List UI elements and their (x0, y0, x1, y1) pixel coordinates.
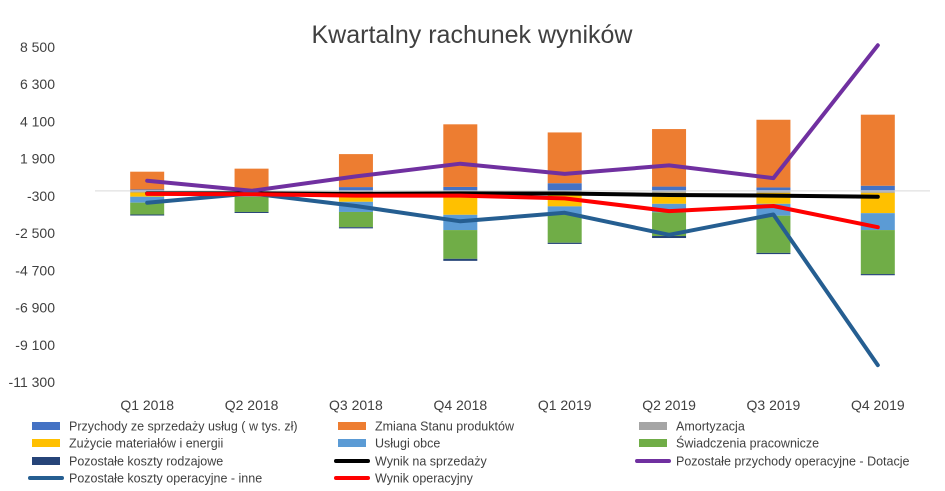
legend-swatch (639, 422, 667, 430)
y-tick-label: 8 500 (20, 39, 55, 55)
bar-pozostale-koszty-rodzajowe-q2-2019 (652, 235, 687, 239)
legend-label: Pozostałe przychody operacyjne - Dotacje (676, 455, 910, 469)
bar-amortyzacja-q3-2018 (338, 190, 373, 193)
legend-label: Pozostałe koszty operacyjne - inne (69, 472, 262, 486)
bar-swiadczenia-pracownicze-q2-2018 (234, 196, 269, 212)
legend-swatch (338, 439, 366, 447)
legend-item-zmiana-stanu-produktow: Zmiana Stanu produktów (338, 420, 515, 434)
bar-zmiana-stanu-produktow-q4-2019 (860, 114, 895, 186)
bar-przychody-ze-sprzedazy-uslug-w-tys-zl-q4-2018 (443, 186, 478, 191)
bar-pozostale-koszty-rodzajowe-q1-2019 (547, 242, 582, 244)
bar-pozostale-koszty-rodzajowe-q2-2018 (234, 211, 269, 213)
legend-item-wynik-operacyjny: Wynik operacyjny (334, 472, 474, 486)
bar-pozostale-koszty-rodzajowe-q4-2018 (443, 258, 478, 261)
legend-label: Usługi obce (375, 437, 440, 451)
y-axis-ticks: 8 500 6 300 4 100 1 900 -300 -2 500 -4 700 -6 9… (9, 39, 56, 390)
legend-label: Zużycie materiałów i energii (69, 437, 223, 451)
bar-amortyzacja-q3-2019 (756, 190, 791, 193)
y-tick-label: -2 500 (15, 225, 55, 241)
x-tick-label: Q4 2019 (851, 397, 905, 413)
legend-item-przychody-ze-sprzedazy-uslug-w-tys-zl: Przychody ze sprzedaży usług ( w tys. zł… (32, 420, 298, 434)
y-tick-label: -4 700 (15, 262, 55, 278)
bar-swiadczenia-pracownicze-q2-2019 (652, 212, 687, 236)
x-tick-label: Q1 2019 (538, 397, 592, 413)
bar-pozostale-koszty-rodzajowe-q1-2018 (130, 214, 165, 216)
legend: Przychody ze sprzedaży usług ( w tys. zł… (28, 420, 910, 486)
bar-przychody-ze-sprzedazy-uslug-w-tys-zl-q2-2019 (652, 186, 687, 191)
bar-amortyzacja-q4-2019 (860, 190, 895, 193)
y-tick-label: 4 100 (20, 113, 55, 129)
bar-uslugi-obce-q1-2019 (547, 206, 582, 214)
bar-swiadczenia-pracownicze-q1-2019 (547, 213, 582, 243)
legend-label: Świadczenia pracownicze (676, 436, 819, 451)
legend-label: Amortyzacja (676, 420, 745, 434)
bar-swiadczenia-pracownicze-q4-2019 (860, 230, 895, 275)
legend-swatch (338, 422, 366, 430)
bar-zmiana-stanu-produktow-q2-2019 (652, 129, 687, 187)
legend-label: Wynik na sprzedaży (375, 455, 487, 469)
legend-item-wynik-na-sprzedazy: Wynik na sprzedaży (334, 455, 487, 469)
bar-przychody-ze-sprzedazy-uslug-w-tys-zl-q3-2019 (756, 187, 791, 191)
y-tick-label: -11 300 (9, 374, 56, 390)
bar-zuzycie-materialow-i-energii-q3-2019 (756, 192, 791, 204)
legend-swatch (639, 439, 667, 447)
x-tick-label: Q3 2018 (329, 397, 383, 413)
line-wynik-operacyjny (145, 191, 880, 230)
y-tick-label: 1 900 (20, 151, 55, 167)
legend-item-pozostale-przychody-operacyjne-dotacje: Pozostałe przychody operacyjne - Dotacje (635, 455, 910, 469)
bar-przychody-ze-sprzedazy-uslug-w-tys-zl-q3-2018 (338, 187, 373, 191)
bar-zmiana-stanu-produktow-q2-2018 (234, 168, 269, 190)
x-tick-label: Q2 2019 (642, 397, 696, 413)
y-tick-label: -9 100 (15, 337, 55, 353)
bar-swiadczenia-pracownicze-q3-2018 (338, 211, 373, 228)
bar-uslugi-obce-q1-2018 (130, 196, 165, 203)
y-tick-label: -300 (27, 188, 55, 204)
x-tick-label: Q4 2018 (433, 397, 487, 413)
x-tick-label: Q2 2018 (225, 397, 279, 413)
bar-amortyzacja-q2-2019 (652, 190, 687, 193)
bar-zuzycie-materialow-i-energii-q2-2019 (652, 192, 687, 204)
bar-swiadczenia-pracownicze-q1-2018 (130, 202, 165, 215)
legend-item-amortyzacja: Amortyzacja (639, 420, 745, 434)
legend-item-pozostale-koszty-operacyjne-inne: Pozostałe koszty operacyjne - inne (28, 472, 262, 486)
legend-label: Zmiana Stanu produktów (375, 420, 515, 434)
x-axis-ticks: Q1 2018 Q2 2018 Q3 2018 Q4 2018 Q1 2019 Q2 20… (120, 397, 905, 413)
legend-item-pozostale-koszty-rodzajowe: Pozostałe koszty rodzajowe (32, 455, 223, 469)
bar-pozostale-koszty-rodzajowe-q3-2018 (338, 227, 373, 229)
bar-uslugi-obce-q2-2019 (652, 203, 687, 213)
bar-swiadczenia-pracownicze-q4-2018 (443, 230, 478, 259)
bar-zmiana-stanu-produktow-q4-2018 (443, 124, 478, 187)
x-tick-label: Q1 2018 (120, 397, 174, 413)
lines-layer (145, 43, 880, 368)
bar-przychody-ze-sprzedazy-uslug-w-tys-zl-q1-2018 (130, 189, 165, 191)
bar-przychody-ze-sprzedazy-uslug-w-tys-zl-q1-2019 (547, 183, 582, 191)
legend-item-swiadczenia-pracownicze: Świadczenia pracownicze (639, 436, 819, 451)
chart-title: Kwartalny rachunek wyników (312, 21, 634, 49)
line-pozostale-przychody-operacyjne-dotacje (145, 43, 880, 193)
legend-swatch (32, 457, 60, 465)
legend-label: Pozostałe koszty rodzajowe (69, 455, 223, 469)
bar-pozostale-koszty-rodzajowe-q4-2019 (860, 274, 895, 276)
legend-swatch (32, 422, 60, 430)
bar-przychody-ze-sprzedazy-uslug-w-tys-zl-q4-2019 (860, 185, 895, 191)
y-tick-label: 6 300 (20, 76, 55, 92)
bar-pozostale-koszty-rodzajowe-q3-2019 (756, 252, 791, 255)
bar-uslugi-obce-q3-2019 (756, 203, 791, 216)
y-tick-label: -6 900 (15, 300, 55, 316)
legend-label: Przychody ze sprzedaży usług ( w tys. zł… (69, 420, 298, 434)
bar-zuzycie-materialow-i-energii-q4-2018 (443, 192, 478, 215)
legend-item-uslugi-obce: Usługi obce (338, 437, 440, 451)
legend-item-zuzycie-materialow-i-energii: Zużycie materiałów i energii (32, 437, 223, 451)
bar-zmiana-stanu-produktow-q3-2018 (338, 154, 373, 188)
legend-label: Wynik operacyjny (375, 472, 474, 486)
x-tick-label: Q3 2019 (747, 397, 801, 413)
legend-swatch (32, 439, 60, 447)
